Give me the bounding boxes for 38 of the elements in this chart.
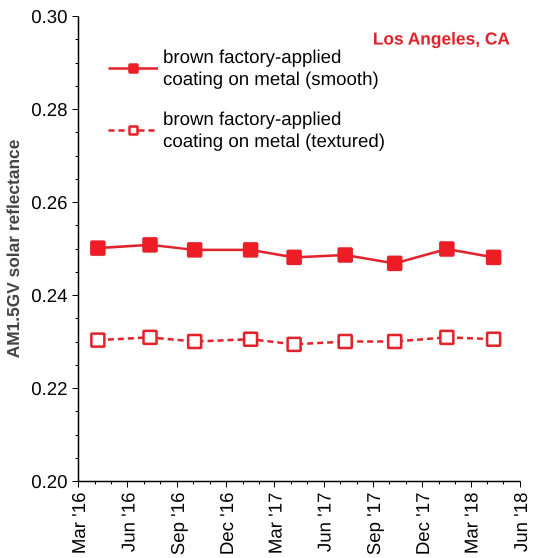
y-axis-title: AM1.5GV solar reflectance — [3, 139, 24, 358]
x-tick-label: Jun '17 — [314, 492, 335, 552]
annotation: Los Angeles, CA — [372, 28, 510, 48]
point — [242, 331, 258, 347]
x-tick-label: Sep '16 — [166, 492, 188, 556]
x-tick-label: Jun '16 — [117, 492, 138, 552]
point — [337, 334, 353, 350]
y-tick-label: 0.28 — [31, 99, 68, 120]
x-tick-label: Jun '18 — [510, 492, 531, 552]
legend-label: brown factory-applied coating on metal (textured) — [163, 108, 385, 152]
point — [486, 331, 502, 347]
x-tick-label: Mar '18 — [460, 492, 482, 554]
point — [439, 330, 455, 346]
point — [286, 336, 302, 352]
point — [386, 334, 402, 350]
point — [90, 240, 106, 256]
x-tick-label: Sep '17 — [363, 492, 384, 556]
point — [486, 250, 502, 266]
point — [286, 250, 302, 266]
x-tick-label: Dec '16 — [216, 492, 237, 556]
y-tick-label: 0.26 — [31, 192, 68, 213]
x-tick-label: Dec '17 — [412, 492, 434, 556]
x-tick-label: Mar '16 — [68, 492, 89, 554]
y-tick-label: 0.22 — [31, 378, 68, 399]
point — [186, 242, 202, 258]
x-tick-label: Mar '17 — [264, 492, 286, 554]
point — [186, 334, 202, 350]
point — [142, 330, 158, 346]
point — [142, 237, 158, 253]
y-tick-label: 0.20 — [31, 471, 68, 492]
point — [90, 332, 106, 348]
y-tick-label: 0.30 — [31, 6, 68, 27]
point — [439, 241, 455, 257]
legend-label: brown factory-applied coating on metal (smooth) — [163, 46, 379, 89]
point — [242, 242, 258, 258]
point — [337, 247, 353, 263]
point — [386, 256, 402, 272]
y-tick-label: 0.24 — [31, 285, 68, 306]
